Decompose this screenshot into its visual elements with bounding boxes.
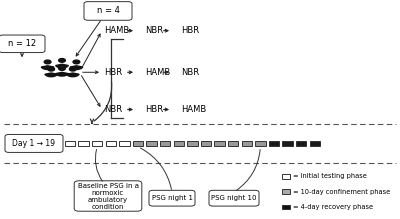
Text: Day 1 → 19: Day 1 → 19 [12, 139, 56, 148]
FancyBboxPatch shape [269, 141, 279, 146]
Text: PSG night 1: PSG night 1 [152, 195, 192, 201]
Text: = 4-day recovery phase: = 4-day recovery phase [293, 204, 373, 210]
FancyBboxPatch shape [78, 141, 89, 146]
Text: HBR: HBR [104, 68, 122, 77]
FancyBboxPatch shape [310, 141, 320, 146]
Wedge shape [70, 66, 83, 69]
FancyBboxPatch shape [149, 190, 195, 206]
FancyBboxPatch shape [106, 141, 116, 146]
FancyBboxPatch shape [282, 141, 293, 146]
Wedge shape [41, 66, 54, 69]
FancyBboxPatch shape [228, 141, 238, 146]
Wedge shape [56, 64, 68, 68]
Circle shape [70, 67, 76, 71]
FancyBboxPatch shape [74, 181, 142, 211]
FancyBboxPatch shape [84, 2, 132, 20]
FancyBboxPatch shape [133, 141, 143, 146]
FancyBboxPatch shape [146, 141, 157, 146]
Text: = Initial testing phase: = Initial testing phase [293, 173, 367, 179]
Circle shape [44, 60, 51, 64]
Text: = 10-day confinement phase: = 10-day confinement phase [293, 189, 390, 195]
FancyBboxPatch shape [174, 141, 184, 146]
Text: Baseline PSG in a
normoxic
ambulatory
condition: Baseline PSG in a normoxic ambulatory co… [78, 182, 138, 210]
FancyBboxPatch shape [282, 205, 290, 209]
FancyBboxPatch shape [296, 141, 306, 146]
FancyBboxPatch shape [201, 141, 211, 146]
Text: NBR: NBR [104, 105, 122, 114]
Text: HAMB: HAMB [181, 105, 206, 114]
Text: HBR: HBR [181, 26, 199, 35]
FancyBboxPatch shape [282, 189, 290, 194]
Circle shape [73, 60, 80, 64]
FancyBboxPatch shape [5, 134, 63, 152]
Circle shape [48, 67, 54, 71]
FancyBboxPatch shape [242, 141, 252, 146]
Text: n = 4: n = 4 [96, 6, 120, 16]
FancyBboxPatch shape [255, 141, 266, 146]
Text: HAMB: HAMB [104, 26, 129, 35]
Wedge shape [56, 72, 68, 76]
Text: HAMB: HAMB [145, 68, 170, 77]
FancyBboxPatch shape [209, 190, 259, 206]
FancyBboxPatch shape [282, 174, 290, 179]
Text: n = 12: n = 12 [8, 39, 36, 48]
Circle shape [59, 67, 65, 70]
Text: NBR: NBR [181, 68, 199, 77]
Wedge shape [45, 73, 58, 77]
FancyBboxPatch shape [160, 141, 170, 146]
FancyBboxPatch shape [65, 141, 75, 146]
FancyBboxPatch shape [187, 141, 198, 146]
Text: PSG night 10: PSG night 10 [211, 195, 257, 201]
FancyBboxPatch shape [119, 141, 130, 146]
FancyBboxPatch shape [0, 35, 45, 53]
FancyBboxPatch shape [92, 141, 102, 146]
Text: NBR: NBR [145, 26, 163, 35]
Text: HBR: HBR [145, 105, 163, 114]
FancyBboxPatch shape [214, 141, 225, 146]
Circle shape [59, 58, 65, 62]
Wedge shape [66, 73, 79, 77]
